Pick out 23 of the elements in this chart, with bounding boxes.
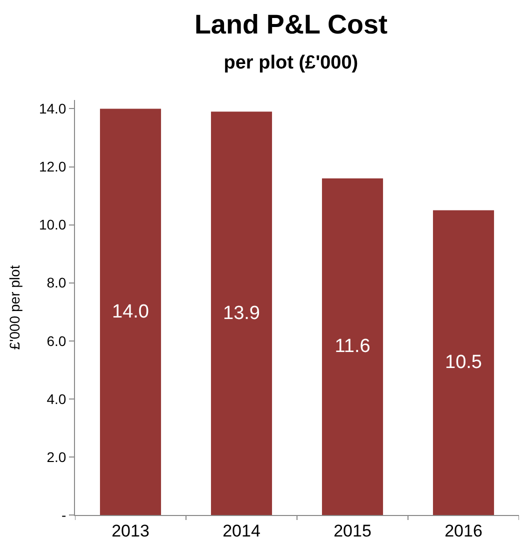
y-tick-label: - xyxy=(62,506,67,523)
bar xyxy=(210,112,272,515)
y-tick-label: 6.0 xyxy=(46,332,66,349)
y-axis-title: £'000 per plot xyxy=(6,265,23,350)
y-tick-label: 8.0 xyxy=(46,274,66,291)
x-tick-label: 2013 xyxy=(112,521,150,540)
bar xyxy=(100,108,162,515)
data-label: 11.6 xyxy=(334,336,370,358)
y-tick-label: 10.0 xyxy=(38,216,66,233)
chart-subtitle: per plot (£'000) xyxy=(224,52,358,74)
data-label: 13.9 xyxy=(223,302,260,324)
y-tick-label: 4.0 xyxy=(46,390,66,407)
y-tick-label: 14.0 xyxy=(38,100,66,117)
chart-title: Land P&L Cost xyxy=(194,10,388,40)
y-tick-label: 2.0 xyxy=(46,448,66,465)
data-label: 14.0 xyxy=(112,301,149,322)
x-tick-label: 2015 xyxy=(334,521,372,540)
y-tick-label: 12.0 xyxy=(38,158,66,175)
bar xyxy=(322,178,384,515)
data-label: 10.5 xyxy=(445,352,482,374)
x-tick-label: 2016 xyxy=(444,521,482,540)
x-tick-label: 2014 xyxy=(222,521,260,540)
bar xyxy=(432,210,494,515)
